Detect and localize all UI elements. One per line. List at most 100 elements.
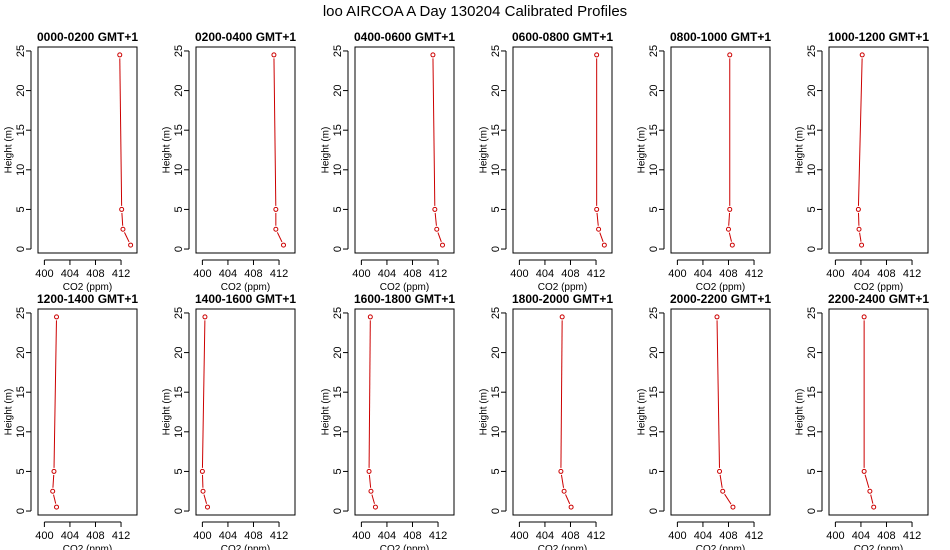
data-point — [432, 206, 438, 212]
data-point — [54, 314, 60, 320]
y-tick-label: 10 — [806, 164, 818, 176]
x-tick-label: 412 — [112, 268, 130, 280]
y-axis-label: Height (m) — [162, 389, 173, 436]
x-tick-label: 408 — [403, 268, 421, 280]
y-tick-label: 25 — [806, 45, 818, 57]
x-tick-label: 400 — [668, 268, 686, 280]
data-point — [859, 242, 865, 248]
profile-segment — [203, 494, 208, 504]
profile-segment — [121, 212, 124, 226]
plot-frame — [670, 46, 771, 254]
y-tick-label: 5 — [173, 206, 185, 212]
plot-frame — [354, 46, 455, 254]
y-tick-label: 0 — [806, 246, 818, 252]
x-tick-label: 412 — [745, 530, 763, 542]
y-axis-label: Height (m) — [479, 127, 490, 174]
data-point — [871, 504, 877, 510]
data-point — [859, 52, 865, 58]
x-tick-label: 412 — [587, 530, 605, 542]
y-axis-label: Height (m) — [321, 389, 332, 436]
y-tick-label: 10 — [490, 164, 502, 176]
data-point — [199, 468, 205, 474]
y-tick-label: 0 — [490, 508, 502, 514]
panel-title: 0600-0800 GMT+1 — [512, 30, 613, 44]
data-point — [594, 206, 600, 212]
y-tick-label: 0 — [332, 246, 344, 252]
y-tick-label: 25 — [490, 45, 502, 57]
x-tick-label: 404 — [536, 530, 554, 542]
y-tick-label: 15 — [15, 124, 27, 136]
profile-segment — [728, 212, 731, 226]
panel-title: 0800-1000 GMT+1 — [670, 30, 771, 44]
x-axis-label: CO2 (ppm) — [63, 544, 112, 550]
data-point — [867, 488, 873, 494]
data-point — [714, 314, 720, 320]
y-tick-label: 15 — [332, 124, 344, 136]
x-tick-label: 404 — [378, 268, 396, 280]
y-axis-label: Height (m) — [4, 127, 15, 174]
y-tick-label: 5 — [332, 206, 344, 212]
x-tick-label: 408 — [403, 530, 421, 542]
y-tick-label: 10 — [173, 426, 185, 438]
data-point — [720, 488, 726, 494]
y-tick-label: 0 — [15, 508, 27, 514]
y-tick-label: 15 — [490, 386, 502, 398]
y-tick-label: 20 — [806, 84, 818, 96]
y-tick-label: 15 — [15, 386, 27, 398]
data-point — [271, 52, 277, 58]
profile-segment — [728, 232, 732, 242]
x-tick-label: 404 — [852, 268, 870, 280]
x-tick-label: 404 — [536, 268, 554, 280]
x-tick-label: 412 — [429, 268, 447, 280]
data-point — [729, 242, 735, 248]
profile-segment — [437, 232, 442, 242]
y-tick-label: 10 — [648, 426, 660, 438]
x-tick-label: 400 — [510, 268, 528, 280]
panel-title: 1800-2000 GMT+1 — [512, 292, 613, 306]
y-tick-label: 5 — [490, 206, 502, 212]
y-tick-label: 25 — [173, 45, 185, 57]
y-tick-label: 0 — [490, 246, 502, 252]
y-tick-label: 0 — [648, 246, 660, 252]
y-tick-label: 0 — [648, 508, 660, 514]
profile-segment — [719, 474, 723, 488]
data-point — [861, 314, 867, 320]
profile-segment — [53, 494, 57, 504]
x-axis-label: CO2 (ppm) — [221, 282, 270, 293]
y-tick-label: 25 — [648, 45, 660, 57]
profile-segment — [565, 494, 571, 505]
y-tick-label: 10 — [806, 426, 818, 438]
y-axis-label: Height (m) — [795, 127, 806, 174]
x-tick-label: 400 — [826, 530, 844, 542]
panel-title: 1200-1400 GMT+1 — [37, 292, 138, 306]
x-axis-label: CO2 (ppm) — [380, 282, 429, 293]
x-tick-label: 412 — [112, 530, 130, 542]
x-tick-label: 404 — [852, 530, 870, 542]
y-tick-label: 10 — [332, 164, 344, 176]
y-tick-label: 20 — [806, 346, 818, 358]
y-tick-label: 25 — [490, 307, 502, 319]
y-tick-label: 15 — [173, 124, 185, 136]
x-tick-label: 412 — [745, 268, 763, 280]
x-tick-label: 412 — [903, 530, 921, 542]
data-point — [596, 226, 602, 232]
data-point — [117, 52, 123, 58]
x-tick-label: 408 — [86, 268, 104, 280]
x-tick-label: 408 — [561, 268, 579, 280]
data-point — [594, 52, 600, 58]
y-tick-label: 20 — [490, 346, 502, 358]
figure-title: loo AIRCOA A Day 130204 Calibrated Profi… — [323, 3, 627, 20]
plot-frame — [195, 308, 296, 516]
y-tick-label: 15 — [332, 386, 344, 398]
x-tick-label: 404 — [378, 530, 396, 542]
profile-segment — [368, 320, 371, 468]
x-tick-label: 404 — [219, 268, 237, 280]
data-point — [273, 226, 279, 232]
y-tick-label: 15 — [806, 386, 818, 398]
